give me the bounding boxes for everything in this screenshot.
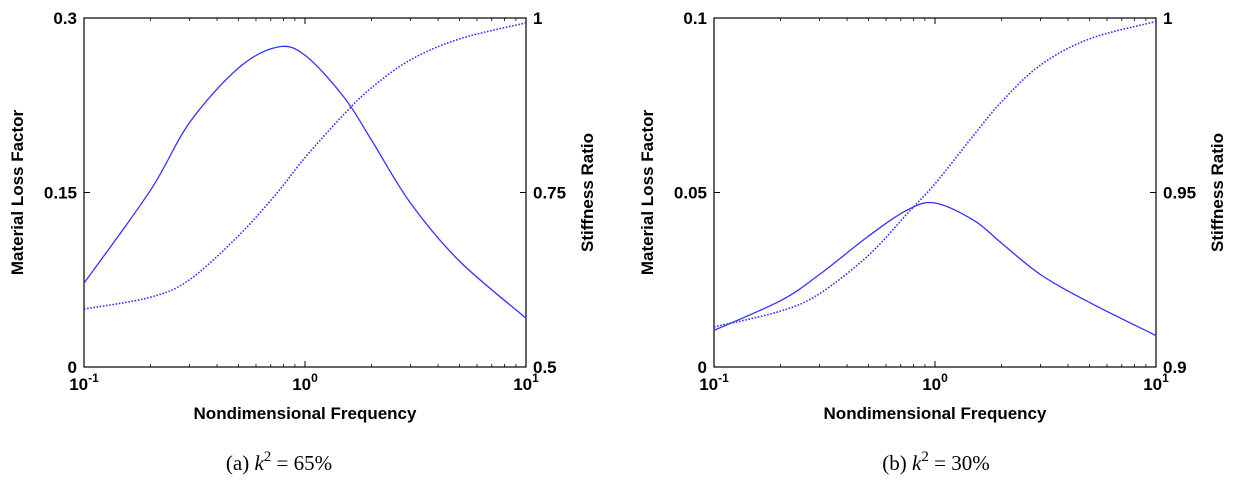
x-tick-label: 10-1 <box>699 371 729 394</box>
x-tick-exponent: 1 <box>532 371 539 385</box>
y-tick-label: 0.05 <box>674 184 707 203</box>
y-tick-label: 0.15 <box>44 184 77 203</box>
x-tick-base: 10 <box>513 375 532 394</box>
stiffness-ratio-line <box>713 20 1157 328</box>
caption-value: = 65% <box>271 451 332 475</box>
y2-tick-label: 0.5 <box>533 358 557 377</box>
y-tick-label: 0 <box>698 358 707 377</box>
x-axis-title: Nondimensional Frequency <box>194 404 417 423</box>
x-tick-base: 10 <box>922 375 941 394</box>
y2-tick-label: 0.75 <box>533 184 566 203</box>
plot-frame <box>713 17 1157 368</box>
y-axis-title: Material Loss Factor <box>638 109 657 275</box>
x-tick-base: 10 <box>699 375 718 394</box>
x-tick-label: 100 <box>922 371 948 394</box>
caption-superscript: 2 <box>264 449 272 465</box>
x-tick-exponent: 0 <box>311 371 318 385</box>
y2-tick-label: 1 <box>1163 9 1172 28</box>
y2-tick-label: 0.9 <box>1163 358 1187 377</box>
loss-factor-line <box>83 45 527 319</box>
x-tick-exponent: 0 <box>941 371 948 385</box>
caption-prefix: (a) <box>226 451 255 475</box>
x-tick-label: 100 <box>292 371 318 394</box>
x-tick-label: 10-1 <box>69 371 99 394</box>
y-tick-label: 0 <box>68 358 77 377</box>
caption-prefix: (b) <box>882 451 912 475</box>
caption-variable: k <box>254 451 264 475</box>
caption-variable: k <box>912 451 922 475</box>
x-axis-title: Nondimensional Frequency <box>824 404 1047 423</box>
panel-caption: (a) k2 = 65% <box>226 449 332 475</box>
caption-superscript: 2 <box>921 449 929 465</box>
x-tick-base: 10 <box>69 375 88 394</box>
y-tick-label: 0.3 <box>53 9 77 28</box>
x-tick-exponent: 1 <box>1162 371 1169 385</box>
y2-tick-label: 1 <box>533 9 542 28</box>
y-axis-title: Material Loss Factor <box>8 109 27 275</box>
plot-frame <box>83 17 527 368</box>
stiffness-ratio-line <box>83 22 527 310</box>
x-tick-exponent: -1 <box>718 371 729 385</box>
x-tick-exponent: -1 <box>88 371 99 385</box>
x-tick-label: 101 <box>1143 371 1169 394</box>
x-tick-label: 101 <box>513 371 539 394</box>
y-tick-label: 0.1 <box>683 9 707 28</box>
chart-panel-a: 10-1 100 10100.150.30.50.751Nondimensional… <box>8 9 597 475</box>
y2-axis-title: Stiffness Ratio <box>1208 133 1227 252</box>
panel-caption: (b) k2 = 30% <box>882 449 989 475</box>
x-tick-base: 10 <box>292 375 311 394</box>
chart-panel-b: 10-1 100 10100.050.10.90.951Nondimensional… <box>638 9 1227 475</box>
y2-axis-title: Stiffness Ratio <box>578 133 597 252</box>
y2-tick-label: 0.95 <box>1163 184 1196 203</box>
x-tick-base: 10 <box>1143 375 1162 394</box>
loss-factor-line <box>713 201 1157 337</box>
caption-value: = 30% <box>929 451 990 475</box>
